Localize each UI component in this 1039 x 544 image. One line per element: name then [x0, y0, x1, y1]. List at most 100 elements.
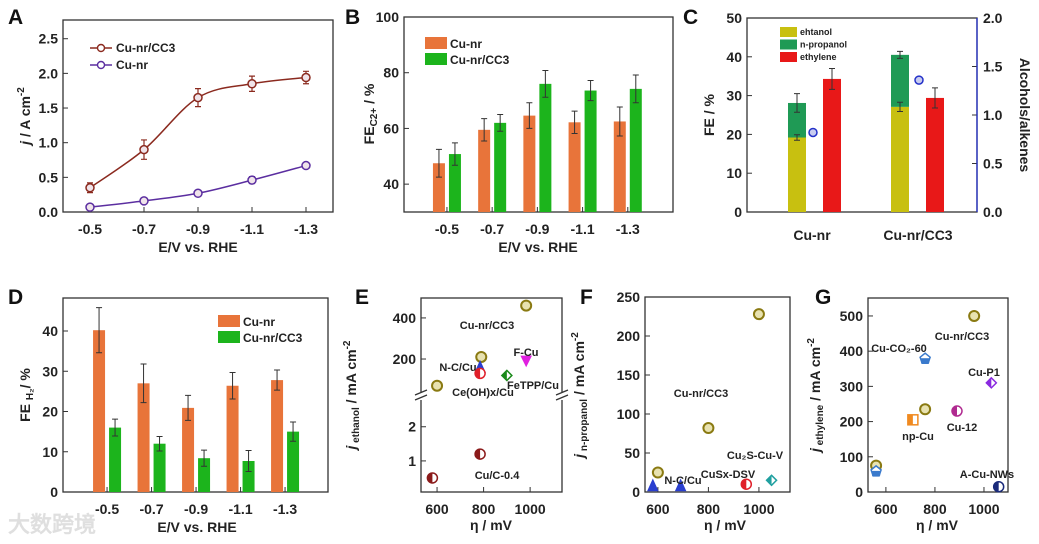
panel-d: D FE H₂/ % E/V vs. RHE 0 10 20 30 40 -0.5 -0.7 -0.… [8, 286, 329, 535]
legend-label: n-propanol [800, 40, 847, 50]
data-point [702, 422, 715, 435]
y-axis-title-part: / A cm [17, 96, 33, 141]
y-axis-title-part: ethanol [351, 407, 362, 446]
x-tick-label: 800 [697, 501, 721, 517]
y-axis-title-part: / % [17, 368, 33, 389]
data-point [919, 403, 932, 416]
y-axis-title: j / A cm-2 [16, 87, 33, 147]
series-annotation: Cu-nr/CC3 [674, 388, 728, 400]
error-bar [185, 394, 192, 421]
x-tick-label: -1.3 [273, 501, 297, 517]
error-bar [829, 67, 835, 90]
panel-b: B FEC2+ / % E/V vs. RHE 40 60 80 100 -0.5 -0.7 -0… [345, 6, 674, 255]
x-tick-label: 1000 [968, 501, 999, 517]
error-bar [587, 80, 594, 102]
panel-label: C [683, 6, 698, 29]
legend-label: Cu-nr [116, 58, 148, 72]
bar [539, 83, 552, 212]
y-tick-label: 1 [408, 453, 416, 469]
error-bar [571, 110, 578, 134]
data-point [431, 379, 444, 392]
data-point-fill [741, 479, 747, 490]
data-point [193, 92, 203, 103]
panel-label: E [355, 286, 369, 309]
series-line [89, 164, 307, 208]
y-axis-title-part: / mA cm [807, 347, 823, 405]
bar [432, 163, 445, 212]
x-tick-label: -0.9 [184, 501, 208, 517]
bar [93, 330, 106, 492]
x-tick-label: 600 [646, 501, 670, 517]
legend-label: ethylene [800, 52, 837, 62]
y-tick-label: 0.0 [39, 204, 59, 220]
y-tick-label: 30 [42, 363, 58, 379]
data-point [301, 160, 311, 171]
legend-swatch [780, 27, 797, 37]
bar [584, 90, 597, 212]
y-tick-label: 200 [840, 414, 864, 430]
error-bar [897, 50, 903, 59]
x-axis-title: E/V vs. RHE [157, 519, 236, 535]
series-annotation: Cu-nr/CC3 [460, 320, 514, 332]
data-point [247, 175, 257, 185]
y-tick-label: 200 [617, 328, 641, 344]
panel-c: C FE / % 0 10 20 30 40 50 Cu-nr Cu-nr/CC3 0.0 0.5 1.… [683, 6, 1033, 243]
y-axis-title-part: -2 [806, 338, 817, 347]
data-point [651, 466, 664, 479]
y2-tick-label: 2.0 [983, 10, 1003, 26]
error-bar [632, 74, 639, 104]
series-annotation: Cu-CO₂-60 [871, 343, 927, 355]
y-tick-label: 0 [855, 484, 863, 500]
series-annotation: A-Cu-NWs [960, 469, 1014, 481]
y-axis-title: FE H₂/ % [17, 368, 36, 422]
data-point [647, 478, 659, 492]
x-tick-label: 600 [874, 501, 898, 517]
error-bar [96, 307, 103, 354]
axis-break-mark [414, 389, 428, 401]
y-tick-label: 50 [726, 10, 742, 26]
data-point-fill [475, 368, 481, 379]
y-axis-title-part: -2 [342, 340, 353, 349]
y-axis-title-part: ethylene [815, 404, 826, 448]
y-tick-label: 60 [383, 120, 399, 136]
ratio-point [914, 75, 924, 85]
x-axis-title: η / mV [916, 517, 959, 533]
data-point-fill [993, 481, 999, 492]
y2-tick-label: 1.0 [983, 107, 1003, 123]
y-axis-title-part: / % [361, 83, 377, 108]
y-tick-label: 150 [617, 367, 641, 383]
y-axis-title: j ethanol / mA cm-2 [342, 340, 362, 451]
legend-marker [96, 60, 106, 70]
bar [242, 461, 255, 492]
legend-swatch [780, 52, 797, 62]
panel-f: Fj n-propanol / mA cm-2 η / mV 0 50 100 150 20… [570, 286, 791, 533]
y2-tick-label: 1.5 [983, 59, 1003, 75]
axis-break-mark [555, 389, 569, 401]
legend-swatch [218, 315, 240, 327]
error-bar [526, 102, 533, 129]
bar [153, 443, 166, 492]
y-axis-title-part: FE / % [701, 93, 717, 136]
bar [137, 383, 150, 492]
y-tick-label: 2.5 [39, 31, 59, 47]
legend-swatch [425, 37, 447, 49]
y-tick-label: 0 [734, 204, 742, 220]
y-axis-title-part: C2+ [369, 108, 380, 127]
bar [478, 129, 491, 212]
data-point-fill [986, 377, 992, 388]
y-tick-label: 50 [624, 445, 640, 461]
y-axis-title-part: FE [361, 126, 377, 144]
y-axis-title-part: H₂ [25, 388, 36, 400]
x-tick-label: -0.5 [435, 221, 459, 237]
data-point [85, 202, 95, 212]
bar-n-propanol [788, 102, 806, 138]
panel-label: G [815, 286, 831, 309]
legend-swatch [425, 53, 447, 65]
x-tick-label: -1.1 [240, 221, 264, 237]
bar-ethanol [788, 137, 806, 212]
error-bar [201, 449, 208, 467]
x-tick-label: 800 [472, 501, 496, 517]
series-annotation: CuSx-DSV [701, 469, 756, 481]
bar [494, 122, 507, 212]
